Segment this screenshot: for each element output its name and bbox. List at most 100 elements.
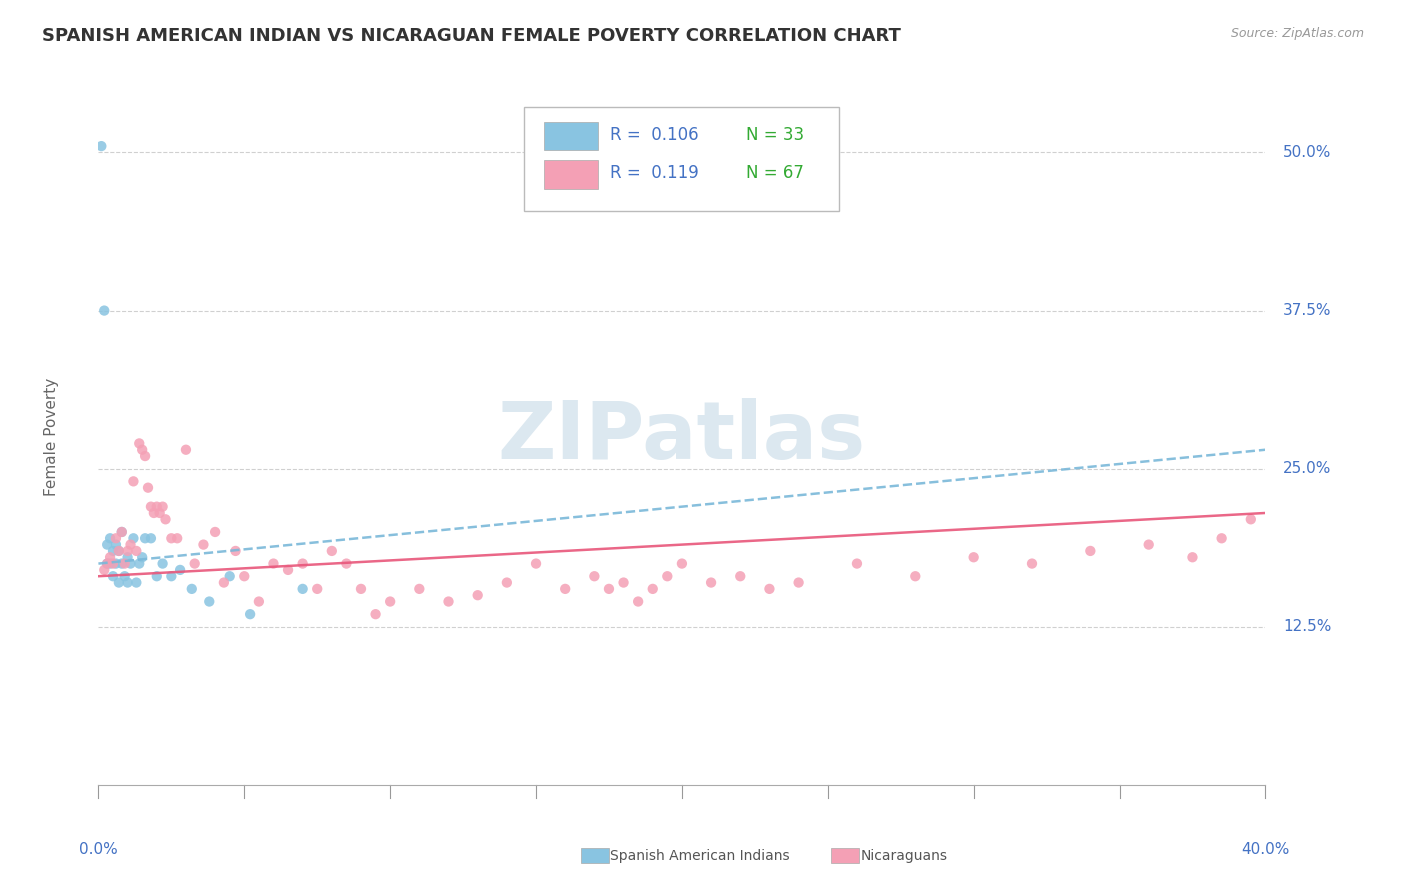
Text: 37.5%: 37.5% xyxy=(1282,303,1331,318)
Point xyxy=(1080,544,1102,558)
Point xyxy=(125,544,148,558)
Text: 0.0%: 0.0% xyxy=(79,842,118,857)
Point xyxy=(335,557,357,571)
Point xyxy=(101,569,124,583)
Point xyxy=(142,506,165,520)
Point xyxy=(598,582,620,596)
Point xyxy=(96,557,118,571)
Point xyxy=(131,550,153,565)
Point xyxy=(378,594,402,608)
Point xyxy=(408,582,430,596)
Point xyxy=(467,588,489,602)
Point xyxy=(183,557,205,571)
Text: N = 33: N = 33 xyxy=(747,126,804,145)
Point xyxy=(277,563,299,577)
Point xyxy=(114,557,136,571)
Point xyxy=(117,550,139,565)
Point xyxy=(114,569,136,583)
Point xyxy=(108,575,131,590)
Point xyxy=(160,531,183,545)
Point xyxy=(111,524,134,539)
Point xyxy=(524,557,547,571)
Point xyxy=(155,512,177,526)
Text: 50.0%: 50.0% xyxy=(1282,145,1331,160)
Point xyxy=(321,544,343,558)
Text: R =  0.119: R = 0.119 xyxy=(610,164,699,182)
Point xyxy=(212,575,235,590)
Point xyxy=(307,582,329,596)
Point xyxy=(122,531,145,545)
Point xyxy=(247,594,270,608)
Point xyxy=(101,557,124,571)
Point xyxy=(128,557,150,571)
Point xyxy=(120,538,142,552)
Text: Spanish American Indians: Spanish American Indians xyxy=(610,849,790,863)
Point xyxy=(111,524,134,539)
Point xyxy=(657,569,679,583)
Point xyxy=(134,449,156,463)
Text: 25.0%: 25.0% xyxy=(1282,461,1331,476)
Point xyxy=(120,557,142,571)
Point xyxy=(225,544,247,558)
Point xyxy=(139,531,162,545)
Point xyxy=(671,557,693,571)
Text: N = 67: N = 67 xyxy=(747,164,804,182)
Point xyxy=(364,607,387,622)
Point xyxy=(98,550,121,565)
Point xyxy=(787,575,810,590)
Point xyxy=(104,531,127,545)
Text: 40.0%: 40.0% xyxy=(1241,842,1289,857)
Point xyxy=(96,538,118,552)
Point xyxy=(134,531,156,545)
Point xyxy=(146,569,169,583)
Point xyxy=(291,557,314,571)
Point xyxy=(845,557,868,571)
Point xyxy=(233,569,256,583)
Point xyxy=(96,557,118,571)
Point xyxy=(149,506,172,520)
Point xyxy=(180,582,202,596)
Text: R =  0.106: R = 0.106 xyxy=(610,126,699,145)
Point xyxy=(160,569,183,583)
Point xyxy=(612,575,634,590)
Point xyxy=(136,481,159,495)
Point xyxy=(101,544,124,558)
Point xyxy=(1181,550,1204,565)
Text: ZIPatlas: ZIPatlas xyxy=(498,398,866,476)
Point xyxy=(239,607,262,622)
Point xyxy=(1211,531,1233,545)
Point xyxy=(1021,557,1043,571)
Point xyxy=(166,531,188,545)
Point xyxy=(437,594,460,608)
Point xyxy=(291,582,314,596)
Text: SPANISH AMERICAN INDIAN VS NICARAGUAN FEMALE POVERTY CORRELATION CHART: SPANISH AMERICAN INDIAN VS NICARAGUAN FE… xyxy=(42,27,901,45)
Point xyxy=(139,500,162,514)
Point xyxy=(111,557,134,571)
Point xyxy=(93,303,115,318)
Text: Female Poverty: Female Poverty xyxy=(44,378,59,496)
Point xyxy=(728,569,751,583)
Point xyxy=(554,582,576,596)
Point xyxy=(193,538,215,552)
Point xyxy=(641,582,664,596)
Point xyxy=(904,569,927,583)
Point xyxy=(108,544,131,558)
Point xyxy=(146,500,169,514)
Point xyxy=(152,557,174,571)
Point xyxy=(174,442,197,457)
Point xyxy=(93,563,115,577)
Point xyxy=(583,569,606,583)
Point xyxy=(117,575,139,590)
Point xyxy=(700,575,723,590)
Point xyxy=(98,557,121,571)
Point xyxy=(262,557,284,571)
Point xyxy=(104,538,127,552)
Point xyxy=(1137,538,1160,552)
Point xyxy=(90,139,112,153)
Point xyxy=(98,531,121,545)
Text: Nicaraguans: Nicaraguans xyxy=(860,849,948,863)
Point xyxy=(104,557,127,571)
Point xyxy=(128,436,150,450)
FancyBboxPatch shape xyxy=(544,122,598,151)
Point xyxy=(122,475,145,489)
